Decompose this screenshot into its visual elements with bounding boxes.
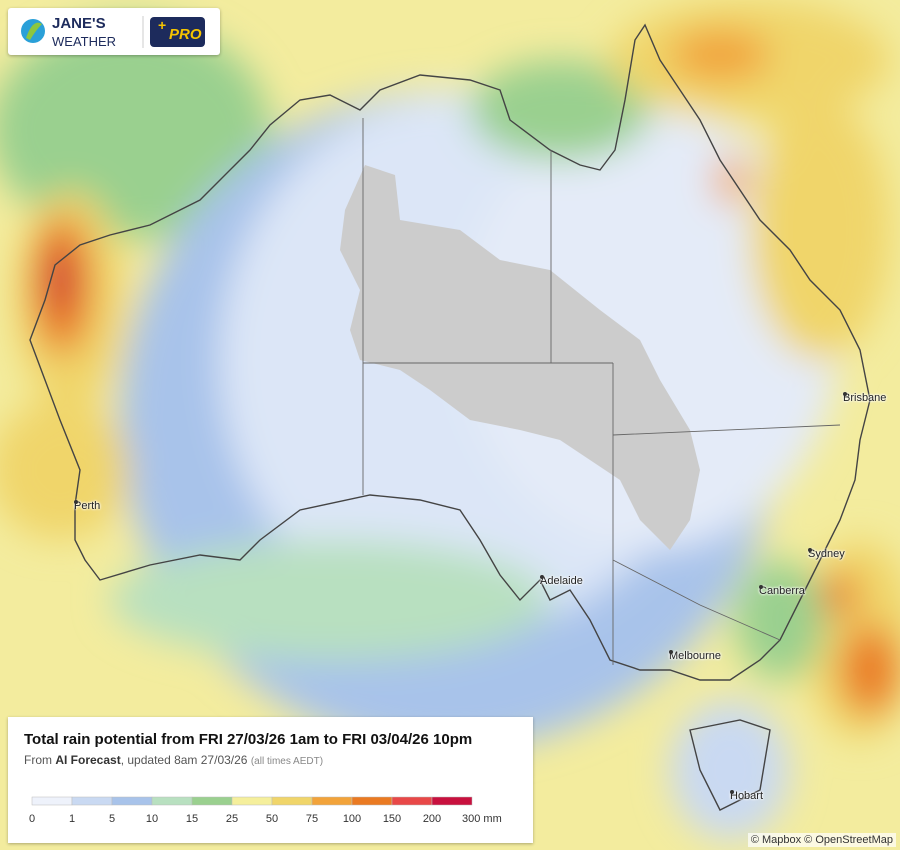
legend-tick-label: 150 bbox=[383, 813, 401, 825]
city-label: Sydney bbox=[808, 548, 845, 560]
city-label: Brisbane bbox=[843, 392, 887, 404]
pro-plus: + bbox=[158, 17, 166, 33]
city-label: Adelaide bbox=[540, 575, 583, 587]
legend-swatch bbox=[311, 796, 353, 806]
legend-swatch bbox=[351, 796, 393, 806]
legend-swatch bbox=[431, 796, 473, 806]
legend: Total rain potential from FRI 27/03/26 1… bbox=[8, 717, 533, 843]
legend-tick-label: 25 bbox=[226, 813, 238, 825]
legend-swatch bbox=[231, 796, 273, 806]
legend-swatch bbox=[271, 796, 313, 806]
low-rain-area bbox=[340, 165, 700, 550]
logo-line2: WEATHER bbox=[52, 34, 116, 49]
legend-swatch bbox=[151, 796, 193, 806]
logo-leaf bbox=[26, 22, 42, 40]
logo-line1: JANE'S bbox=[52, 15, 106, 32]
legend-tick-label: 300 mm bbox=[462, 813, 502, 825]
legend-tick-label: 75 bbox=[306, 813, 318, 825]
legend-tick-label: 0 bbox=[29, 813, 35, 825]
legend-swatch bbox=[31, 796, 73, 806]
legend-swatch bbox=[111, 796, 153, 806]
city-label: Perth bbox=[74, 500, 101, 512]
legend-title: Total rain potential from FRI 27/03/26 1… bbox=[24, 731, 473, 748]
australia-coast bbox=[29, 23, 871, 681]
legend-tick-label: 200 bbox=[423, 813, 441, 825]
pro-text: PRO bbox=[169, 26, 202, 43]
legend-tick-label: 50 bbox=[266, 813, 278, 825]
logo-graphic: JANE'S WEATHER + PRO bbox=[21, 15, 205, 49]
legend-tick-label: 10 bbox=[146, 813, 158, 825]
subtitle-prefix: From bbox=[24, 753, 56, 767]
legend-swatch bbox=[71, 796, 113, 806]
legend-tick-label: 100 bbox=[343, 813, 361, 825]
legend-tick-label: 5 bbox=[109, 813, 115, 825]
logo[interactable]: JANE'S WEATHER + PRO bbox=[8, 8, 220, 55]
tasmania-coast bbox=[689, 719, 771, 811]
pro-badge bbox=[150, 17, 205, 47]
legend-subtitle: From AI Forecast, updated 8am 27/03/26 (… bbox=[24, 753, 323, 767]
state-borders bbox=[362, 118, 841, 665]
attribution[interactable]: © Mapbox © OpenStreetMap bbox=[747, 833, 896, 847]
subtitle-source: AI Forecast bbox=[55, 753, 121, 767]
legend-tick-label: 15 bbox=[186, 813, 198, 825]
legend-swatch bbox=[191, 796, 233, 806]
legend-swatch bbox=[391, 796, 433, 806]
city-label: Canberra bbox=[759, 585, 805, 597]
city-label: Melbourne bbox=[669, 650, 721, 662]
city-label: Hobart bbox=[730, 790, 764, 802]
subtitle-note: (all times AEDT) bbox=[250, 756, 324, 767]
subtitle-updated: , updated 8am 27/03/26 bbox=[120, 753, 248, 767]
legend-tick-label: 1 bbox=[69, 813, 75, 825]
legend-scale: 0 1 5 10 15 25 50 75 100 150 200 300 mm bbox=[29, 796, 502, 825]
